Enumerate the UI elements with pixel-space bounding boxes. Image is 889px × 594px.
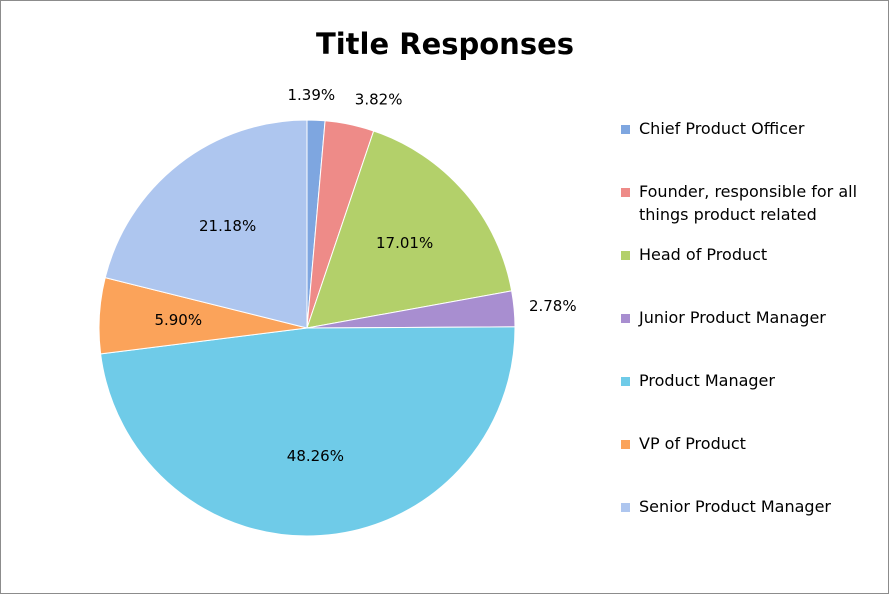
legend-label: Senior Product Manager — [639, 497, 832, 516]
legend-swatch — [621, 503, 630, 512]
legend-item: VP of Product — [621, 432, 871, 495]
pie-slice — [306, 130, 513, 329]
legend-label: Founder, responsible for all things prod… — [639, 182, 858, 224]
legend-item: Head of Product — [621, 243, 871, 306]
data-label: 48.26% — [287, 447, 344, 465]
data-label: 21.18% — [199, 217, 256, 235]
data-label: 5.90% — [154, 311, 202, 329]
legend-item: Chief Product Officer — [621, 117, 871, 180]
pie-slice — [100, 326, 516, 537]
legend-label: Product Manager — [639, 371, 775, 390]
legend: Chief Product Officer Founder, responsibl… — [621, 117, 871, 558]
legend-swatch — [621, 440, 630, 449]
legend-swatch — [621, 377, 630, 386]
legend-item: Founder, responsible for all things prod… — [621, 180, 871, 243]
legend-item: Junior Product Manager — [621, 306, 871, 369]
data-label: 1.39% — [287, 86, 335, 104]
legend-swatch — [621, 125, 630, 134]
pie-slice — [104, 119, 308, 329]
data-label: 17.01% — [376, 234, 433, 252]
legend-label: VP of Product — [639, 434, 746, 453]
legend-label: Junior Product Manager — [639, 308, 826, 327]
legend-swatch — [621, 251, 630, 260]
chart-title: Title Responses — [316, 27, 574, 61]
legend-swatch — [621, 188, 630, 197]
legend-item: Product Manager — [621, 369, 871, 432]
data-label: 2.78% — [529, 297, 577, 315]
legend-swatch — [621, 314, 630, 323]
legend-label: Head of Product — [639, 245, 768, 264]
legend-label: Chief Product Officer — [639, 119, 805, 138]
data-label: 3.82% — [355, 90, 403, 108]
legend-item: Senior Product Manager — [621, 495, 871, 558]
